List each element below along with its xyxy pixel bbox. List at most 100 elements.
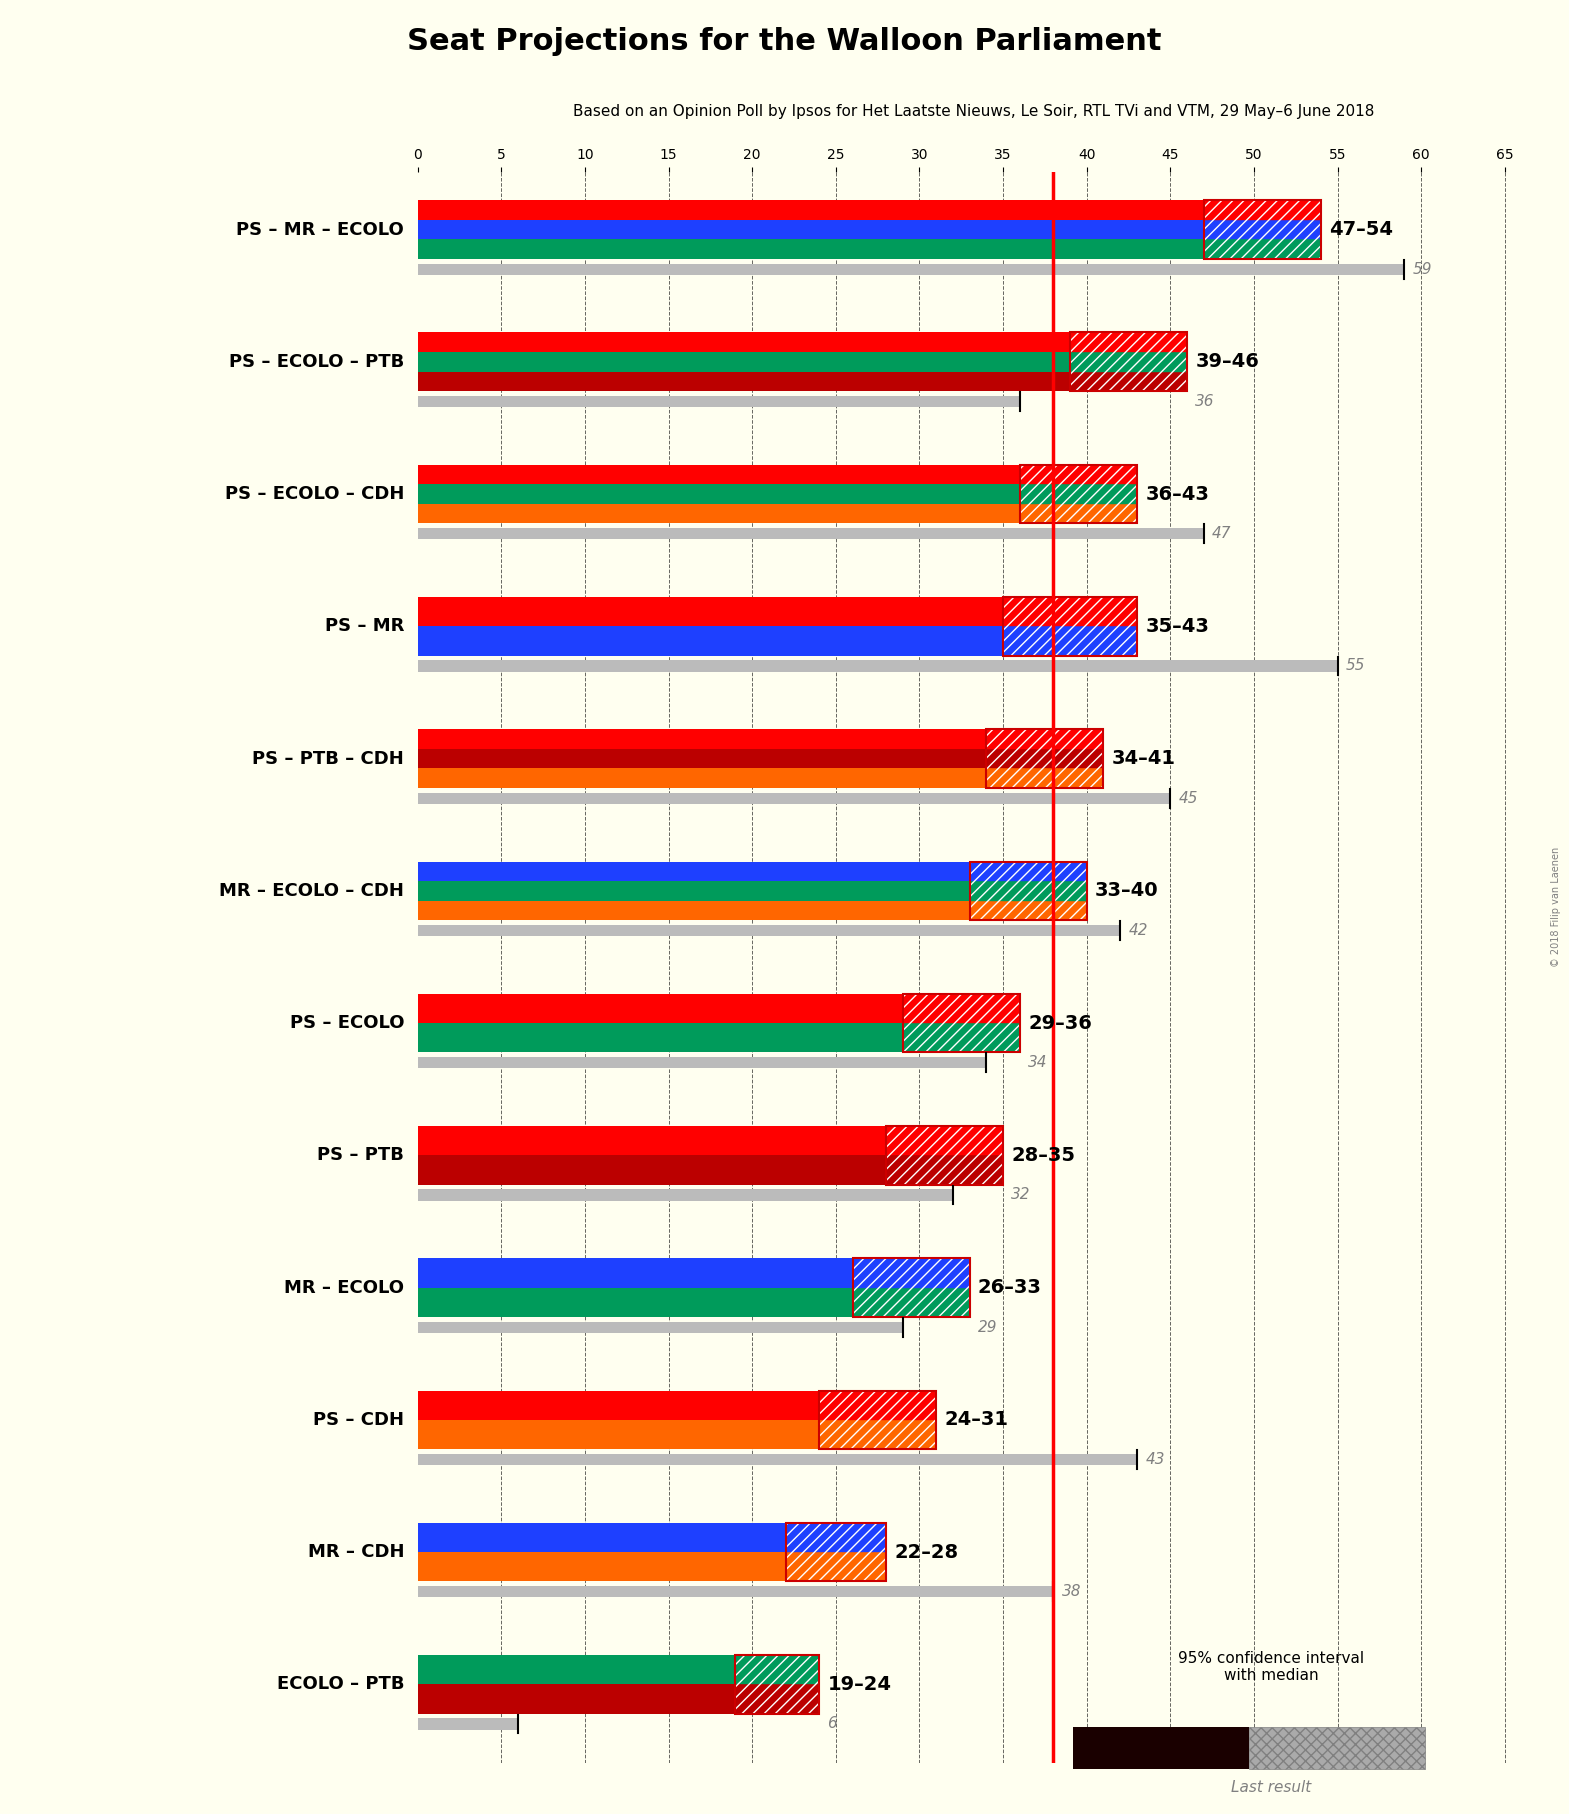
Bar xyxy=(1003,626,1138,655)
Bar xyxy=(1203,219,1321,239)
Bar xyxy=(736,1654,819,1714)
Bar xyxy=(1020,464,1138,522)
Text: 34: 34 xyxy=(1028,1056,1048,1070)
Bar xyxy=(417,1718,518,1731)
Bar xyxy=(417,1259,852,1288)
Bar xyxy=(1203,219,1321,239)
Bar xyxy=(852,1259,970,1317)
Bar xyxy=(886,1126,1003,1156)
Bar xyxy=(970,862,1087,920)
Bar xyxy=(417,793,1170,804)
Text: 29–36: 29–36 xyxy=(1028,1014,1092,1032)
Bar xyxy=(417,597,1003,626)
Bar xyxy=(417,1288,852,1317)
Bar xyxy=(1070,332,1188,352)
Bar xyxy=(1003,597,1138,655)
Bar xyxy=(417,1420,819,1449)
Bar xyxy=(902,994,1020,1052)
Bar xyxy=(786,1522,886,1553)
Bar xyxy=(970,862,1087,882)
Bar xyxy=(987,749,1103,769)
Bar xyxy=(417,219,1203,239)
Bar xyxy=(417,484,1020,504)
Bar xyxy=(417,1522,786,1553)
Bar xyxy=(417,239,1203,259)
Title: Based on an Opinion Poll by Ipsos for Het Laatste Nieuws, Le Soir, RTL TVi and V: Based on an Opinion Poll by Ipsos for He… xyxy=(573,105,1374,120)
Text: PS – MR – ECOLO: PS – MR – ECOLO xyxy=(237,221,405,238)
Bar xyxy=(902,1023,1020,1052)
Bar xyxy=(736,1654,819,1685)
Bar xyxy=(417,900,970,920)
Bar xyxy=(1020,484,1138,504)
Text: 55: 55 xyxy=(1346,658,1365,673)
Bar xyxy=(987,769,1103,787)
Bar xyxy=(1203,239,1321,259)
Text: 32: 32 xyxy=(1012,1188,1031,1203)
Bar xyxy=(886,1156,1003,1185)
Bar xyxy=(736,1685,819,1714)
Text: Seat Projections for the Walloon Parliament: Seat Projections for the Walloon Parliam… xyxy=(408,27,1161,56)
Bar xyxy=(970,900,1087,920)
Text: 24–31: 24–31 xyxy=(945,1409,1009,1429)
Bar xyxy=(417,372,1070,392)
Text: ECOLO – PTB: ECOLO – PTB xyxy=(276,1676,405,1692)
Bar xyxy=(819,1391,937,1420)
Text: PS – PTB – CDH: PS – PTB – CDH xyxy=(253,749,405,767)
Bar xyxy=(902,994,1020,1052)
Text: PS – ECOLO – PTB: PS – ECOLO – PTB xyxy=(229,352,405,370)
Text: 42: 42 xyxy=(1128,923,1149,938)
Bar xyxy=(1003,597,1138,655)
Bar xyxy=(1203,200,1321,219)
Bar xyxy=(417,504,1020,522)
Bar xyxy=(1020,504,1138,522)
Text: © 2018 Filip van Laenen: © 2018 Filip van Laenen xyxy=(1552,847,1561,967)
Bar xyxy=(786,1522,886,1582)
Bar xyxy=(417,464,1020,484)
Bar xyxy=(417,862,970,882)
Bar xyxy=(736,1654,819,1714)
Text: PS – ECOLO – CDH: PS – ECOLO – CDH xyxy=(224,484,405,502)
Bar xyxy=(819,1420,937,1449)
Text: 28–35: 28–35 xyxy=(1012,1146,1075,1165)
Text: MR – ECOLO – CDH: MR – ECOLO – CDH xyxy=(220,882,405,900)
Bar xyxy=(417,395,1020,406)
Bar xyxy=(1003,597,1138,626)
Bar xyxy=(1203,200,1321,259)
Text: 22–28: 22–28 xyxy=(894,1542,959,1562)
Bar xyxy=(417,528,1203,539)
Bar xyxy=(417,925,1120,936)
Bar xyxy=(1003,626,1138,655)
Bar xyxy=(417,1553,786,1582)
Bar xyxy=(417,1190,952,1201)
Bar xyxy=(786,1553,886,1582)
Text: 39–46: 39–46 xyxy=(1196,352,1260,372)
Bar xyxy=(417,994,902,1023)
Bar xyxy=(970,862,1087,882)
Bar xyxy=(1070,352,1188,372)
Bar xyxy=(417,769,987,787)
Bar xyxy=(1203,200,1321,219)
Bar xyxy=(736,1685,819,1714)
Bar xyxy=(987,729,1103,787)
Bar xyxy=(970,882,1087,900)
Bar xyxy=(852,1259,970,1317)
Bar xyxy=(902,994,1020,1023)
Bar xyxy=(1070,332,1188,352)
Text: PS – MR: PS – MR xyxy=(325,617,405,635)
Text: 95% confidence interval
with median: 95% confidence interval with median xyxy=(1178,1651,1363,1683)
Bar xyxy=(819,1391,937,1420)
Text: Last result: Last result xyxy=(1230,1781,1312,1796)
Bar xyxy=(417,1156,886,1185)
Bar xyxy=(417,1023,902,1052)
Bar xyxy=(987,749,1103,769)
Bar xyxy=(786,1522,886,1553)
Bar xyxy=(970,862,1087,920)
Bar xyxy=(417,352,1070,372)
Bar xyxy=(1070,352,1188,372)
Bar xyxy=(1203,200,1321,259)
Bar xyxy=(1070,332,1188,392)
Text: 26–33: 26–33 xyxy=(977,1279,1042,1297)
Bar xyxy=(786,1553,886,1582)
Bar xyxy=(1020,504,1138,522)
Bar xyxy=(819,1420,937,1449)
